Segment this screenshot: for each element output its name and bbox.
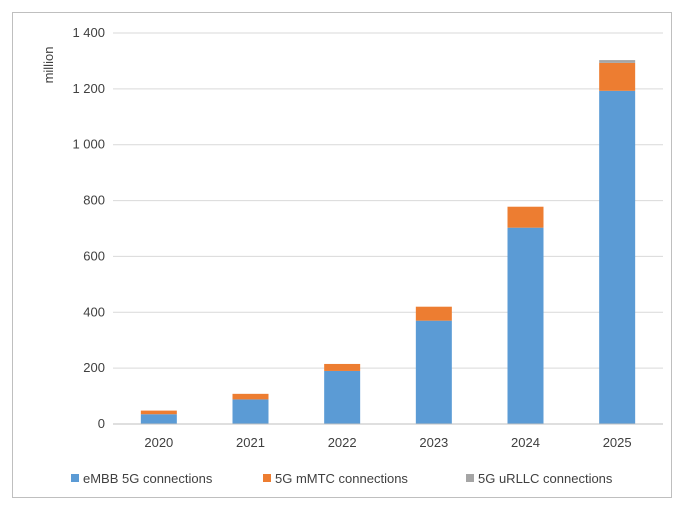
bar-segment-2 [140, 410, 177, 415]
x-tick-label: 2020 [144, 435, 173, 450]
legend: eMBB 5G connections 5G mMTC connections 5G… [71, 471, 613, 486]
legend-label: eMBB 5G connections [83, 471, 213, 486]
legend-swatch [466, 474, 474, 482]
axes: 0 200 400 600 800 1 000 1 200 1 400 2020 2021 2022… [72, 25, 663, 450]
y-tick-label: 400 [83, 304, 105, 319]
gridlines [113, 32, 663, 369]
bar-segment-2 [324, 363, 361, 371]
y-tick-label: 1 200 [72, 81, 105, 96]
y-tick-label: 200 [83, 360, 105, 375]
y-tick-label: 800 [83, 193, 105, 208]
x-tick-label: 2022 [328, 435, 357, 450]
bar-segment-2 [507, 206, 544, 228]
y-tick-label: 1 000 [72, 137, 105, 152]
bar-segment-2 [232, 393, 269, 400]
legend-swatch [71, 474, 79, 482]
bar-segment-1 [140, 414, 177, 424]
x-tick-label: 2023 [419, 435, 448, 450]
x-tick-label: 2024 [511, 435, 540, 450]
chart-frame: 0 200 400 600 800 1 000 1 200 1 400 2020 2021 2022… [12, 12, 672, 498]
y-tick-label: 1 400 [72, 25, 105, 40]
bar-segment-2 [599, 62, 636, 91]
bar-segment-3 [599, 60, 636, 63]
legend-label: 5G mMTC connections [275, 471, 408, 486]
bar-segment-1 [324, 370, 361, 424]
bars [140, 60, 636, 425]
bar-segment-1 [507, 227, 544, 424]
x-tick-label: 2025 [603, 435, 632, 450]
bar-segment-1 [232, 399, 269, 424]
bar-segment-2 [415, 306, 452, 321]
bar-segment-1 [415, 320, 452, 424]
bar-segment-1 [599, 90, 636, 425]
y-tick-label: 600 [83, 248, 105, 263]
legend-swatch [263, 474, 271, 482]
stacked-bar-chart: 0 200 400 600 800 1 000 1 200 1 400 2020 2021 2022… [41, 25, 663, 486]
legend-label: 5G uRLLC connections [478, 471, 613, 486]
y-tick-label: 0 [98, 416, 105, 431]
x-tick-label: 2021 [236, 435, 265, 450]
y-axis-title: million [41, 47, 56, 84]
